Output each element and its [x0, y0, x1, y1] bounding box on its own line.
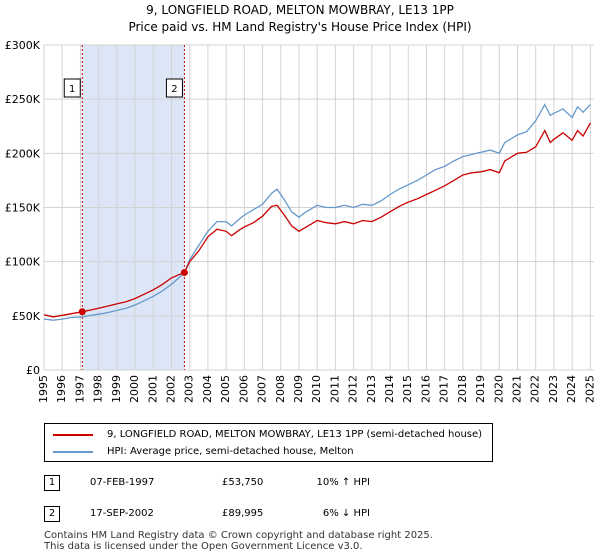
hpi-series-line [43, 103, 591, 321]
x-tick-label: 2015 [401, 375, 414, 403]
sale-price: £53,750 [222, 477, 264, 488]
x-tick-label: 2010 [310, 375, 323, 403]
x-tick-label: 2014 [383, 375, 396, 403]
y-axis-tick-labels: £0 £50K £100K £150K £200K £250K £300K [5, 39, 41, 377]
y-tick-label: £100K [5, 256, 41, 269]
x-tick-label: 2024 [565, 375, 578, 403]
x-tick-label: 1998 [92, 375, 105, 403]
x-tick-label: 2023 [547, 375, 560, 403]
annotation-box [165, 78, 183, 98]
x-tick-label: 2000 [128, 375, 141, 403]
legend-swatch-property [53, 434, 93, 436]
annotation-label: 1 [69, 84, 75, 95]
x-tick-label: 2008 [274, 375, 287, 403]
sale-hpi-diff: 10% ↑ HPI [316, 477, 370, 488]
grid-lines [43, 44, 594, 371]
x-tick-label: 1996 [55, 375, 68, 403]
legend-item-hpi: HPI: Average price, semi-detached house,… [53, 444, 354, 460]
sale-point [180, 269, 188, 277]
sale-number-badge: 1 [44, 475, 60, 491]
x-tick-label: 1999 [110, 375, 123, 403]
x-tick-label: 1997 [73, 375, 86, 403]
y-tick-label: £200K [5, 147, 41, 160]
y-tick-label: £250K [5, 93, 41, 106]
x-tick-label: 2006 [237, 375, 250, 403]
legend-label-hpi: HPI: Average price, semi-detached house,… [107, 446, 354, 457]
x-tick-label: 2013 [365, 375, 378, 403]
sale-points [78, 269, 188, 316]
x-tick-label: 2003 [183, 375, 196, 403]
price-chart: 9, LONGFIELD ROAD, MELTON MOWBRAY, LE13 … [5, 3, 597, 403]
footer-attribution: Contains HM Land Registry data © Crown c… [44, 530, 433, 552]
x-tick-label: 2011 [328, 375, 341, 403]
x-tick-label: 2007 [256, 375, 269, 403]
x-tick-label: 2012 [347, 375, 360, 403]
chart-title: 9, LONGFIELD ROAD, MELTON MOWBRAY, LE13 … [146, 3, 454, 17]
x-tick-label: 2022 [529, 375, 542, 403]
x-tick-label: 2018 [456, 375, 469, 403]
sale-number-badge: 2 [44, 506, 60, 522]
footer-line: This data is licensed under the Open Gov… [44, 541, 363, 552]
legend-swatch-hpi [53, 451, 93, 453]
sale-date: 07-FEB-1997 [90, 477, 155, 488]
property-series-line [43, 122, 591, 318]
x-tick-label: 2002 [164, 375, 177, 403]
chart-legend: 9, LONGFIELD ROAD, MELTON MOWBRAY, LE13 … [44, 423, 493, 462]
chart-subtitle: Price paid vs. HM Land Registry's House … [128, 20, 471, 34]
sale-date: 17-SEP-2002 [90, 508, 154, 519]
x-tick-label: 2021 [511, 375, 524, 403]
footer-line: Contains HM Land Registry data © Crown c… [44, 530, 433, 541]
x-tick-label: 2017 [438, 375, 451, 403]
x-tick-label: 1995 [37, 375, 50, 403]
x-tick-label: 2020 [492, 375, 505, 403]
x-tick-label: 2019 [474, 375, 487, 403]
sale-price: £89,995 [222, 508, 264, 519]
x-tick-label: 2001 [146, 375, 159, 403]
x-axis-tick-labels: 1995 1996 1997 1998 1999 2000 2001 2002 2003 2004… [37, 375, 596, 403]
x-tick-label: 2005 [219, 375, 232, 403]
legend-item-property: 9, LONGFIELD ROAD, MELTON MOWBRAY, LE13 … [53, 427, 482, 443]
x-tick-label: 2016 [419, 375, 432, 403]
sale-point [78, 308, 86, 316]
y-tick-label: £0 [26, 364, 40, 377]
x-tick-label: 2009 [292, 375, 305, 403]
y-tick-label: £150K [5, 202, 41, 215]
x-tick-label: 2025 [583, 375, 596, 403]
y-tick-label: £50K [12, 310, 41, 323]
annotation-box [63, 78, 81, 98]
annotation-label: 2 [171, 84, 177, 95]
y-tick-label: £300K [5, 39, 41, 52]
legend-label-property: 9, LONGFIELD ROAD, MELTON MOWBRAY, LE13 … [107, 429, 483, 440]
sale-hpi-diff: 6% ↓ HPI [322, 508, 370, 519]
x-tick-label: 2004 [201, 375, 214, 403]
